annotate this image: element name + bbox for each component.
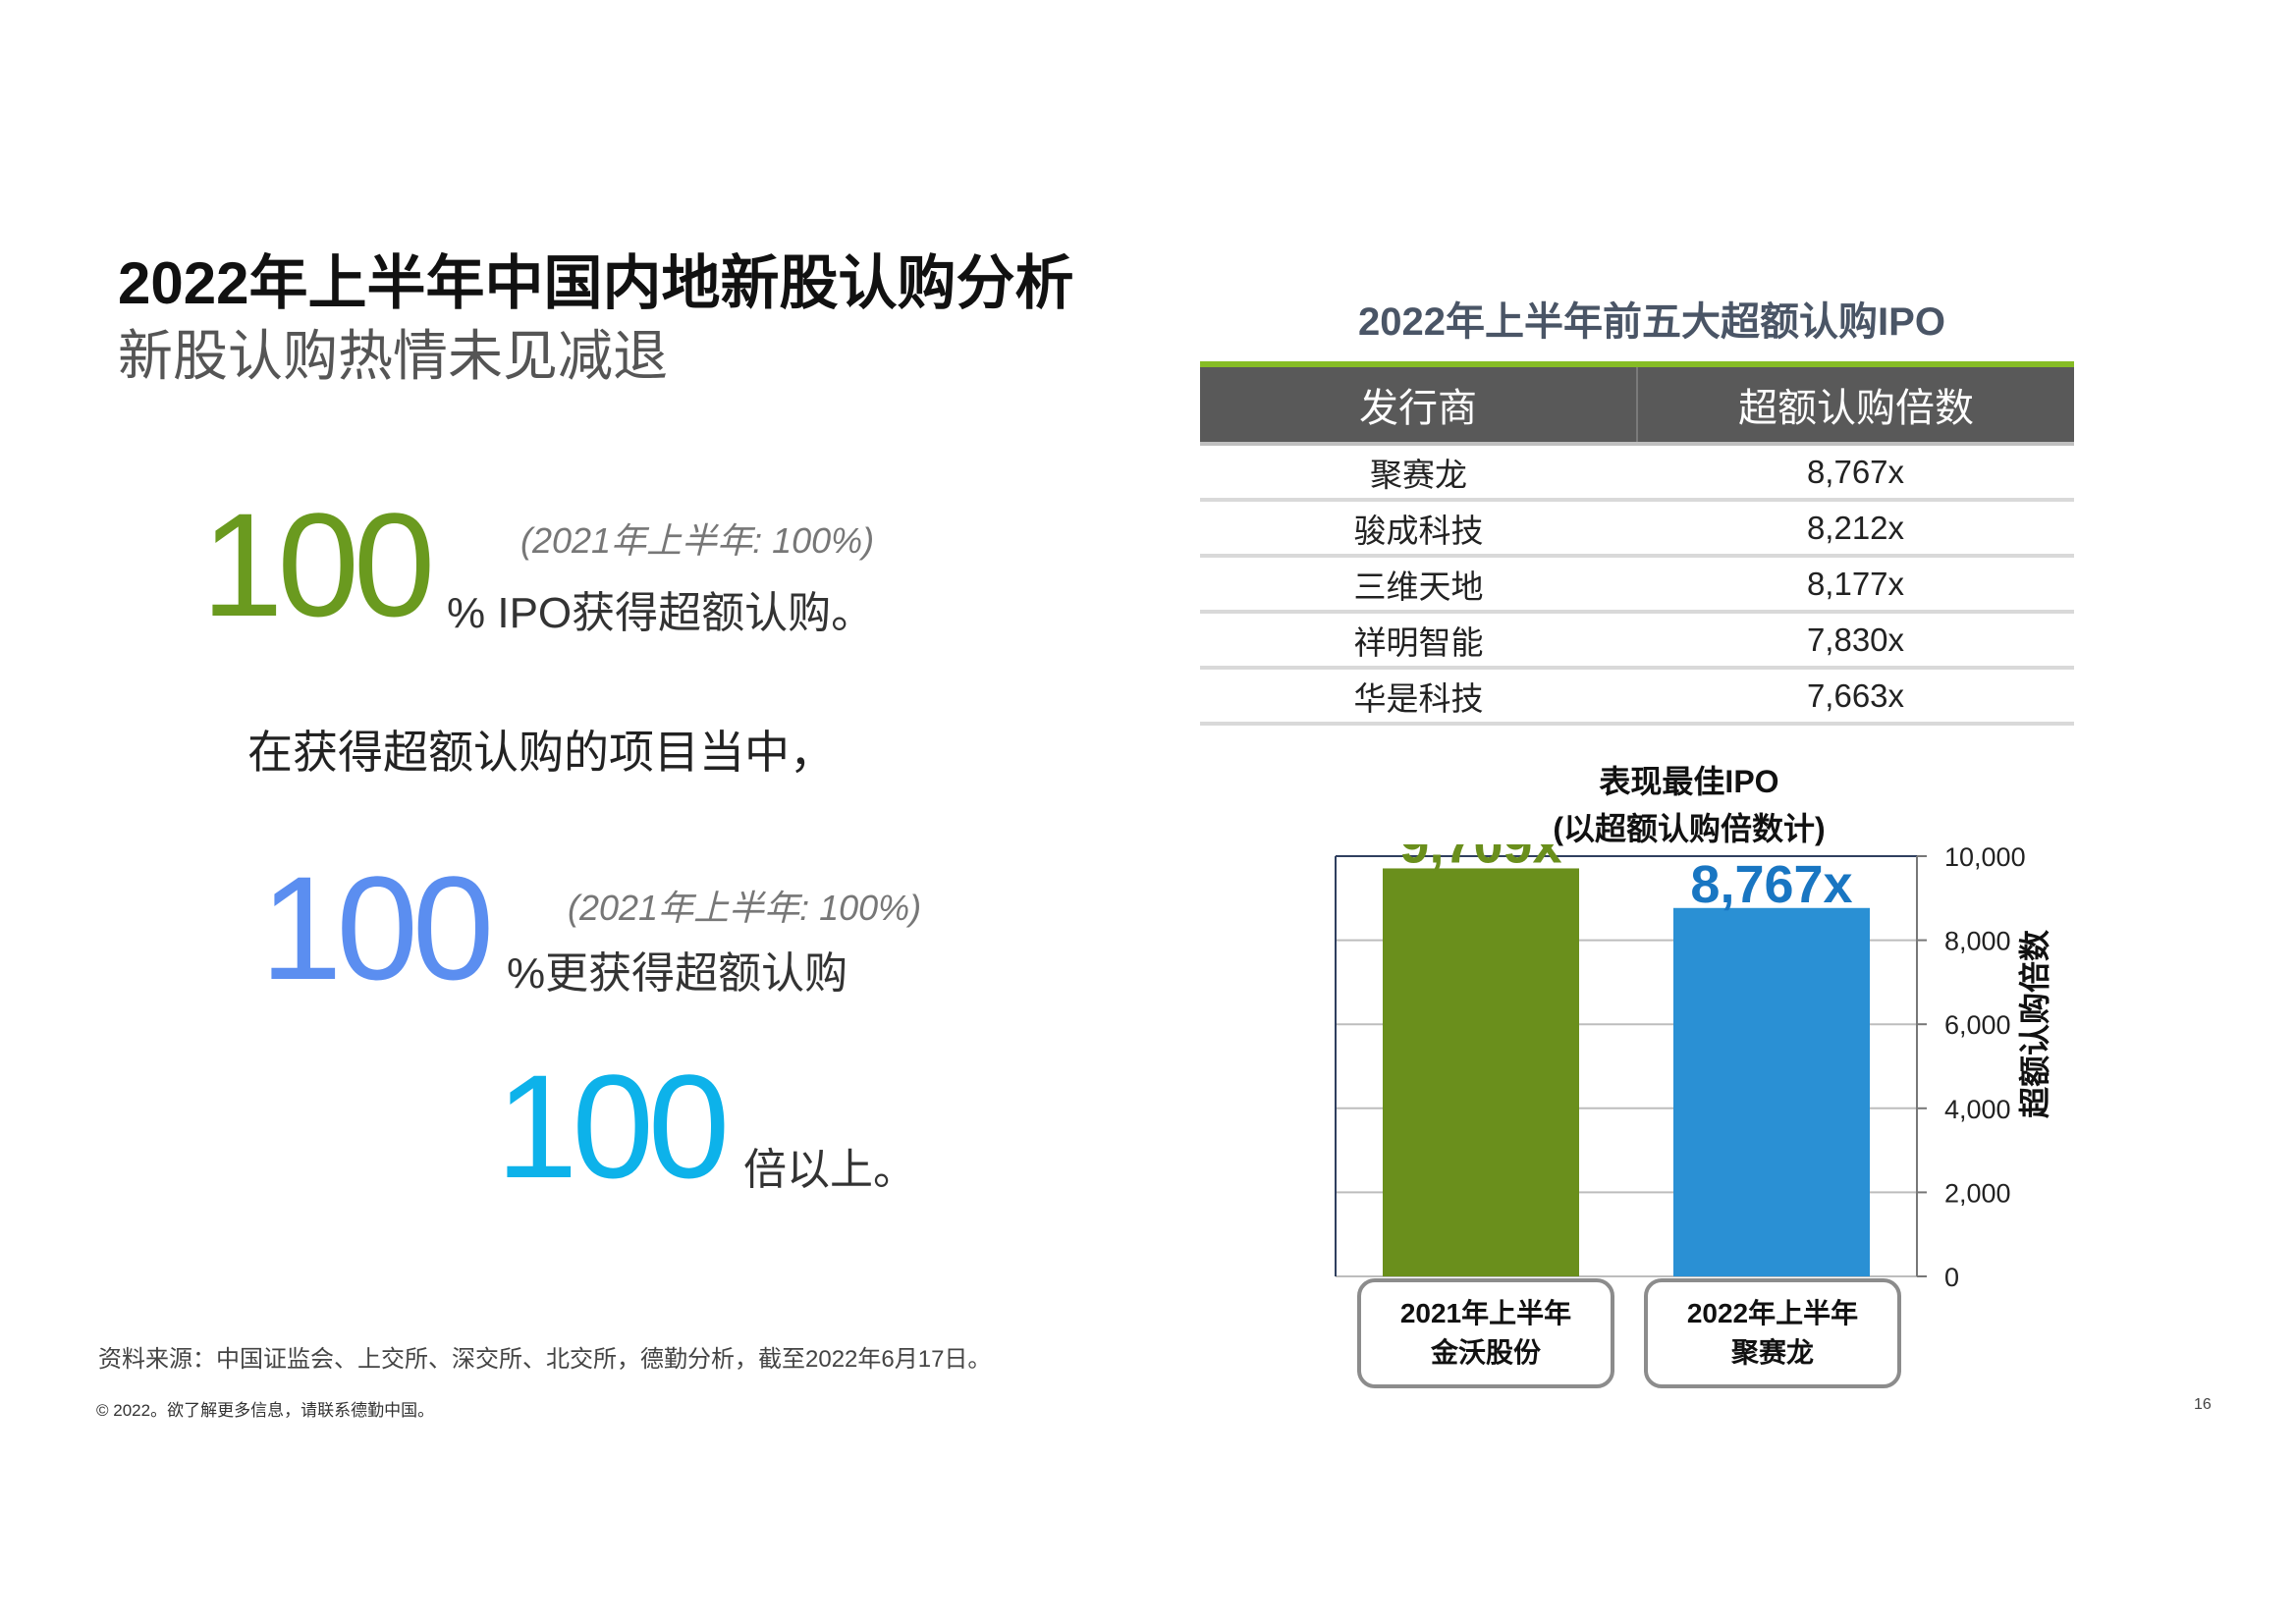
stat-oversubscribed-previous: (2021年上半年: 100%) (520, 520, 875, 561)
table-title: 2022年上半年前五大超额认购IPO (1358, 300, 1945, 344)
chart-title-line1: 表现最佳IPO (1599, 764, 1779, 799)
table-header: 发行商 超额认购倍数 (1200, 367, 2074, 442)
stat-more-oversubscribed-value: 100 (260, 845, 494, 1010)
table-row: 三维天地 8,177x (1200, 558, 2074, 614)
table-row: 聚赛龙 8,767x (1200, 446, 2074, 502)
page-subtitle: 新股认购热情未见减退 (118, 325, 668, 387)
table-row: 祥明智能 7,830x (1200, 614, 2074, 670)
y-tick-label: 8,000 (1944, 927, 2011, 956)
table-cell-issuer: 华是科技 (1353, 679, 1484, 717)
category-2022-company: 聚赛龙 (1730, 1337, 1814, 1368)
page-number: 16 (2194, 1396, 2212, 1413)
table-row: 骏成科技 8,212x (1200, 502, 2074, 558)
category-label-2022: 2022年上半年 聚赛龙 (1644, 1278, 1901, 1388)
middle-text: 在获得超额认购的项目当中， (247, 727, 835, 778)
bar-value-label: 8,767x (1690, 855, 1852, 914)
chart-bars (1383, 868, 1870, 1276)
chart-axes (1335, 855, 1927, 1277)
stat-oversubscribed-suffix: % IPO获得超额认购。 (447, 589, 875, 637)
table-cell-issuer: 骏成科技 (1353, 512, 1484, 549)
y-tick-label: 0 (1944, 1263, 1959, 1292)
table-cell-multiple: 8,212x (1806, 509, 1905, 546)
category-label-2021: 2021年上半年 金沃股份 (1357, 1278, 1614, 1388)
table-cell-issuer: 三维天地 (1353, 568, 1484, 605)
table-cell-multiple: 8,767x (1806, 453, 1905, 490)
bar-value-label: 9,709x (1399, 844, 1561, 874)
table-accent-bar (1200, 361, 2074, 367)
stat-more-oversubscribed-previous: (2021年上半年: 100%) (568, 888, 922, 928)
y-tick-label: 6,000 (1944, 1010, 2011, 1040)
chart-title: 表现最佳IPO (以超额认购倍数计) (1444, 758, 1935, 852)
source-note: 资料来源：中国证监会、上交所、深交所、北交所，德勤分析，截至2022年6月17日… (98, 1346, 992, 1373)
y-tick-label: 10,000 (1944, 844, 2026, 872)
stat-more-oversubscribed: 100 (260, 854, 494, 1001)
table-cell-multiple: 8,177x (1806, 565, 1905, 602)
y-axis-label: 超额认购倍数 (2017, 930, 2052, 1119)
table-header-multiple: 超额认购倍数 (1636, 367, 2074, 442)
table-cell-issuer: 聚赛龙 (1370, 456, 1467, 493)
table-cell-issuer: 祥明智能 (1353, 623, 1484, 661)
table-cell-multiple: 7,663x (1806, 676, 1905, 714)
bar-chart: 0 2,000 4,000 6,000 8,000 10,000 9,709x 8,767x (1335, 844, 2026, 1292)
chart-value-labels: 9,709x 8,767x (1399, 844, 1852, 914)
stat-oversubscribed-value: 100 (201, 482, 435, 647)
stat-hundred-times-suffix: 倍以上。 (743, 1146, 916, 1194)
table-header-issuer: 发行商 (1359, 387, 1477, 430)
bar (1383, 868, 1579, 1276)
page-title: 2022年上半年中国内地新股认购分析 (118, 250, 1074, 316)
y-tick-label: 2,000 (1944, 1178, 2011, 1208)
copyright-note: © 2022。欲了解更多信息，请联系德勤中国。 (96, 1401, 435, 1420)
stat-more-oversubscribed-suffix: %更获得超额认购 (507, 949, 848, 998)
stat-oversubscribed: 100 (201, 491, 435, 638)
category-2021-period: 2021年上半年 (1399, 1298, 1572, 1328)
stat-hundred-times-value: 100 (496, 1044, 730, 1209)
table-cell-multiple: 7,830x (1806, 621, 1905, 658)
table-row: 华是科技 7,663x (1200, 670, 2074, 726)
chart-title-line2: (以超额认购倍数计) (1553, 811, 1826, 846)
chart-tick-labels: 0 2,000 4,000 6,000 8,000 10,000 (1944, 844, 2026, 1292)
y-tick-label: 4,000 (1944, 1095, 2011, 1124)
top-ipo-table: 发行商 超额认购倍数 聚赛龙 8,767x 骏成科技 8,212x 三维天地 8,17… (1200, 361, 2074, 726)
table-header-underline (1200, 442, 2074, 446)
category-2022-period: 2022年上半年 (1686, 1298, 1859, 1328)
category-2021-company: 金沃股份 (1430, 1337, 1541, 1368)
stat-hundred-times: 100 (496, 1053, 730, 1200)
bar (1673, 907, 1870, 1276)
